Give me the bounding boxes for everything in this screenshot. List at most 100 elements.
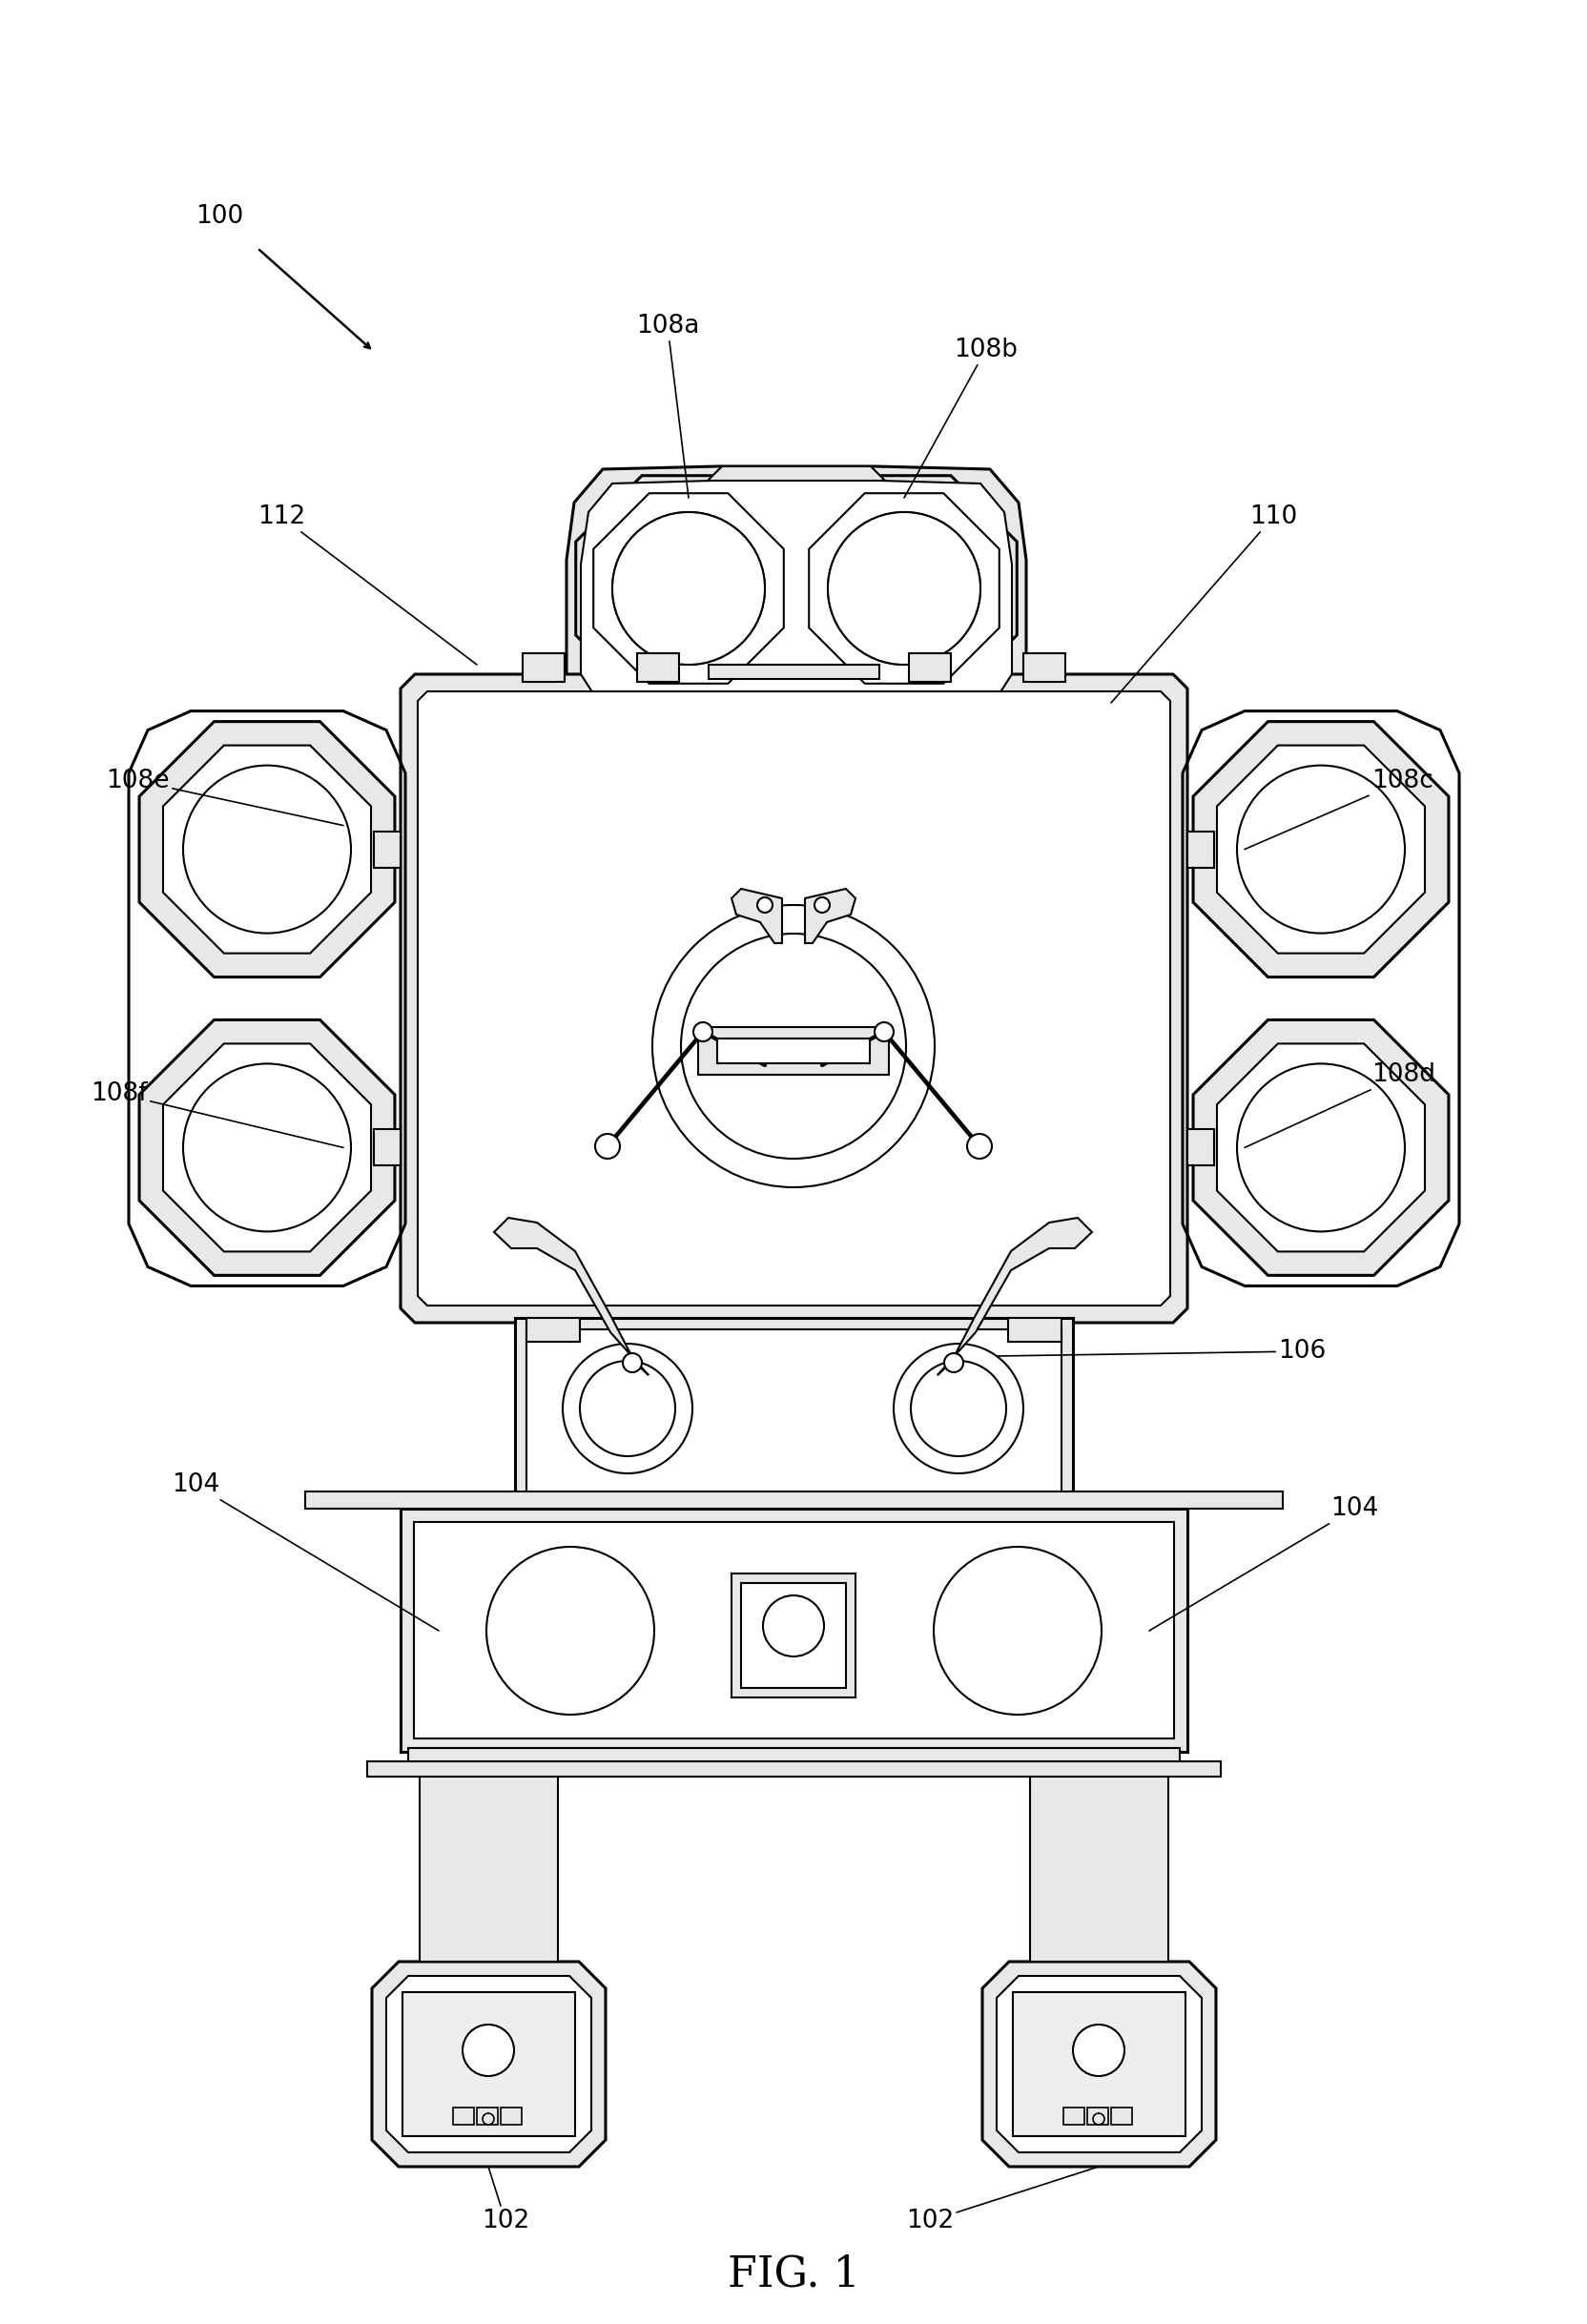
Circle shape	[183, 1064, 351, 1232]
Circle shape	[1236, 1064, 1404, 1232]
Circle shape	[613, 511, 765, 665]
Bar	[402, 1992, 574, 2136]
Polygon shape	[708, 467, 884, 481]
Polygon shape	[140, 1020, 395, 1276]
Circle shape	[183, 765, 351, 934]
Polygon shape	[709, 674, 876, 723]
Polygon shape	[163, 746, 371, 953]
Text: 108d: 108d	[1244, 1062, 1435, 1148]
Polygon shape	[1192, 1020, 1447, 1276]
Text: 112: 112	[257, 504, 476, 665]
Bar	[1013, 1992, 1185, 2136]
Circle shape	[966, 1134, 992, 1160]
Circle shape	[486, 1548, 654, 1715]
Bar	[419, 1764, 557, 1961]
Bar	[1111, 2108, 1132, 2124]
Circle shape	[622, 1353, 641, 1371]
Bar	[717, 1039, 870, 1064]
Circle shape	[681, 934, 906, 1160]
Circle shape	[579, 1362, 674, 1457]
Circle shape	[874, 1023, 893, 1041]
Text: 108a: 108a	[635, 314, 698, 497]
Bar	[522, 653, 565, 681]
Bar	[1187, 832, 1214, 867]
Polygon shape	[567, 467, 1025, 723]
Polygon shape	[417, 690, 1170, 1306]
Circle shape	[1236, 765, 1404, 934]
Bar	[1187, 1129, 1214, 1167]
Circle shape	[762, 1594, 824, 1657]
Circle shape	[482, 2113, 494, 2124]
Polygon shape	[1216, 1043, 1424, 1253]
Text: 102: 102	[481, 2166, 528, 2233]
Polygon shape	[997, 1975, 1201, 2152]
Circle shape	[911, 1362, 1006, 1457]
Circle shape	[694, 1023, 713, 1041]
Circle shape	[893, 1343, 1022, 1473]
Bar	[476, 2108, 498, 2124]
Bar	[636, 653, 679, 681]
Circle shape	[827, 511, 979, 665]
Text: 104: 104	[1149, 1497, 1378, 1631]
Circle shape	[652, 904, 935, 1188]
Bar	[527, 1318, 579, 1341]
Bar	[514, 1318, 1073, 1504]
Circle shape	[613, 511, 765, 665]
Bar	[400, 1508, 1187, 1752]
Text: 108f: 108f	[90, 1081, 343, 1148]
Polygon shape	[936, 1218, 1092, 1376]
Polygon shape	[581, 481, 1011, 706]
Circle shape	[933, 1548, 1101, 1715]
Polygon shape	[1216, 746, 1424, 953]
Polygon shape	[576, 476, 801, 702]
Polygon shape	[400, 674, 1187, 1322]
Circle shape	[462, 2024, 514, 2075]
Bar	[452, 2108, 473, 2124]
Text: FIG. 1: FIG. 1	[727, 2254, 859, 2296]
Bar	[1063, 2108, 1084, 2124]
Bar	[908, 653, 951, 681]
Polygon shape	[808, 493, 998, 683]
Polygon shape	[494, 1218, 647, 1376]
Polygon shape	[371, 1961, 605, 2166]
Bar	[414, 1522, 1173, 1738]
Polygon shape	[140, 720, 395, 976]
Bar	[500, 2108, 522, 2124]
Bar	[708, 665, 879, 679]
Bar	[741, 1583, 846, 1687]
Text: 104: 104	[171, 1473, 438, 1631]
Bar	[373, 832, 400, 867]
Circle shape	[827, 511, 979, 665]
Polygon shape	[594, 493, 784, 683]
Text: 102: 102	[905, 2166, 1098, 2233]
Circle shape	[944, 1353, 963, 1371]
Text: 100: 100	[195, 205, 243, 228]
Circle shape	[595, 1134, 619, 1160]
Bar	[1008, 1318, 1060, 1341]
Bar	[305, 1492, 1282, 1508]
Polygon shape	[982, 1961, 1216, 2166]
Polygon shape	[1192, 720, 1447, 976]
Text: 110: 110	[1111, 504, 1297, 702]
Bar	[1022, 653, 1065, 681]
Text: 108b: 108b	[903, 337, 1017, 497]
Bar	[367, 1762, 1220, 1776]
Bar	[373, 1129, 400, 1167]
Polygon shape	[790, 476, 1016, 702]
Bar	[1030, 1764, 1168, 1961]
Text: 108e: 108e	[106, 769, 343, 825]
Circle shape	[562, 1343, 692, 1473]
Polygon shape	[732, 888, 781, 944]
Text: 108c: 108c	[1244, 769, 1433, 848]
Circle shape	[1073, 2024, 1124, 2075]
Bar	[698, 1027, 889, 1074]
Bar	[408, 1748, 1179, 1764]
Circle shape	[1092, 2113, 1103, 2124]
Circle shape	[814, 897, 830, 913]
Polygon shape	[163, 1043, 371, 1253]
Circle shape	[757, 897, 771, 913]
Bar	[527, 1329, 1060, 1492]
Bar	[732, 1573, 855, 1697]
Bar	[1087, 2108, 1108, 2124]
Polygon shape	[386, 1975, 590, 2152]
